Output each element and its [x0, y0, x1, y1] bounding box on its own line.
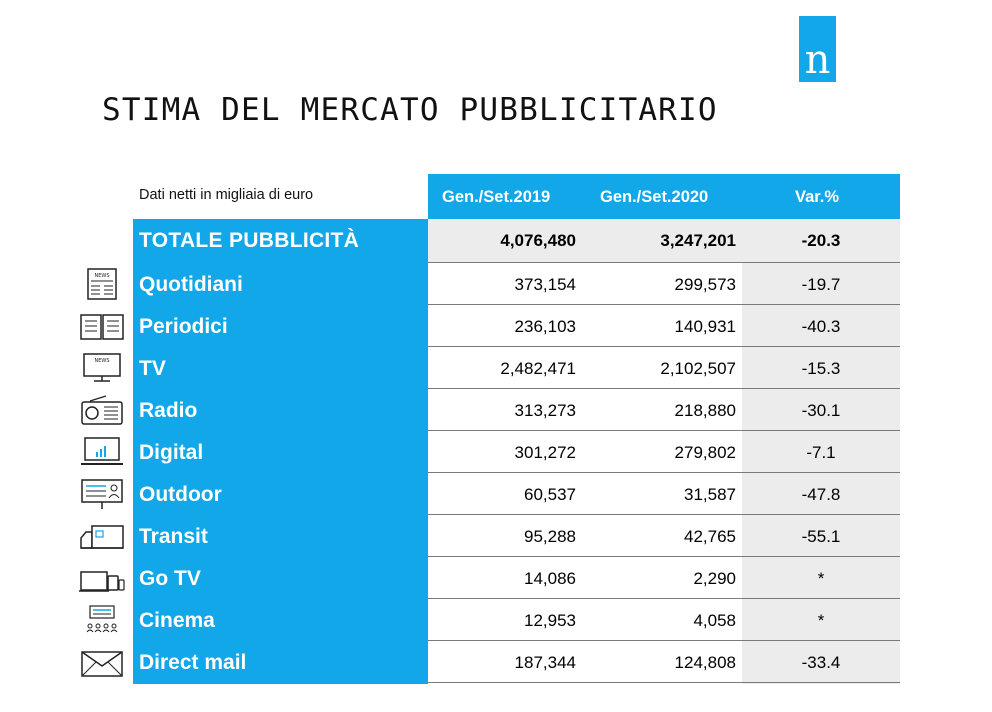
page-title: STIMA DEL MERCATO PUBBLICITARIO [102, 92, 718, 128]
table-row-radio: Radio 313,273 218,880 -30.1 [0, 389, 992, 432]
row-value-2020: 299,573 [674, 275, 736, 294]
row-variation: -7.1 [806, 443, 836, 462]
variation-cell-background [742, 431, 900, 474]
newspaper-icon: NEWS [78, 266, 126, 302]
variation-cell-background [742, 641, 900, 684]
row-value-2019: 95,288 [524, 527, 576, 546]
variation-cell-background [742, 557, 900, 600]
row-value-2019: 313,273 [514, 401, 576, 420]
row-variation: * [817, 611, 825, 630]
envelope-icon [78, 644, 126, 680]
table-row-go-tv: Go TV 14,086 2,290 * [0, 557, 992, 600]
variation-cell-background [742, 305, 900, 348]
icon-label: NEWS [94, 273, 109, 279]
total-variation: -20.3 [801, 231, 841, 250]
row-divider [428, 430, 900, 431]
row-value-2019: 373,154 [514, 275, 576, 294]
row-value-2020: 279,802 [674, 443, 736, 462]
row-divider [428, 472, 900, 473]
row-value-2020: 2,102,507 [660, 359, 736, 378]
label-column-background [133, 219, 428, 684]
table-row-periodici: Periodici 236,103 140,931 -40.3 [0, 305, 992, 348]
row-label: Direct mail [139, 651, 247, 674]
row-value-2019: 12,953 [524, 611, 576, 630]
row-value-2019: 14,086 [524, 569, 576, 588]
row-value-2020: 4,058 [693, 611, 736, 630]
row-divider [428, 304, 900, 305]
logo-letter: n [804, 37, 831, 83]
column-header-2020: Gen./Set.2020 [600, 188, 709, 206]
row-divider [428, 346, 900, 347]
row-label: Go TV [139, 567, 201, 590]
table-row-direct-mail: Direct mail 187,344 124,808 -33.4 [0, 641, 992, 684]
row-divider [428, 598, 900, 599]
row-value-2019: 187,344 [514, 653, 576, 672]
row-variation: * [817, 569, 825, 588]
variation-cell-background [742, 347, 900, 390]
row-value-2020: 42,765 [684, 527, 736, 546]
row-label: Periodici [139, 315, 228, 338]
row-divider [428, 262, 900, 263]
total-value-2019: 4,076,480 [500, 231, 576, 250]
variation-cell-background [742, 263, 900, 306]
row-label: Transit [139, 525, 208, 548]
truck-icon [78, 518, 126, 554]
row-variation: -47.8 [801, 485, 841, 504]
table-row-transit: Transit 95,288 42,765 -55.1 [0, 515, 992, 558]
table-row-outdoor: Outdoor 60,537 31,587 -47.8 [0, 473, 992, 516]
laptop-icon [78, 434, 126, 470]
row-divider [428, 682, 900, 683]
row-label: Digital [139, 441, 204, 464]
row-value-2019: 236,103 [514, 317, 576, 336]
row-value-2020: 218,880 [674, 401, 736, 420]
table-row-cinema: Cinema 12,953 4,058 * [0, 599, 992, 642]
variation-cell-background [742, 473, 900, 516]
column-header-2019: Gen./Set.2019 [442, 188, 551, 206]
icon-label: NEWS [94, 358, 109, 364]
total-row: TOTALE PUBBLICITÀ 4,076,480 3,247,201 -2… [0, 219, 992, 262]
row-variation: -15.3 [801, 359, 841, 378]
row-divider [428, 514, 900, 515]
row-label: Quotidiani [139, 273, 243, 296]
variation-cell-background [742, 515, 900, 558]
magazine-icon [78, 308, 126, 344]
total-row-background [428, 219, 900, 262]
row-value-2020: 124,808 [674, 653, 736, 672]
row-variation: -55.1 [801, 527, 841, 546]
row-variation: -19.7 [801, 275, 841, 294]
row-variation: -30.1 [801, 401, 841, 420]
row-value-2019: 60,537 [524, 485, 576, 504]
table-row-quotidiani: NEWS Quotidiani 373,154 299,573 -19.7 [0, 263, 992, 306]
table-subtitle: Dati netti in migliaia di euro [139, 187, 314, 203]
row-divider [428, 388, 900, 389]
row-label: Radio [139, 399, 198, 422]
row-value-2019: 2,482,471 [500, 359, 576, 378]
row-value-2020: 31,587 [684, 485, 736, 504]
row-label: Cinema [139, 609, 215, 632]
total-value-2020: 3,247,201 [660, 231, 736, 250]
row-variation: -40.3 [801, 317, 841, 336]
row-value-2019: 301,272 [514, 443, 576, 462]
devices-icon [78, 560, 126, 596]
row-value-2020: 2,290 [693, 569, 736, 588]
variation-cell-background [742, 599, 900, 642]
row-variation: -33.4 [801, 653, 841, 672]
nielsen-logo: n [799, 16, 836, 82]
row-label: TV [139, 357, 166, 380]
variation-cell-background [742, 389, 900, 432]
row-divider [428, 640, 900, 641]
total-label: TOTALE PUBBLICITÀ [139, 229, 360, 252]
table-row-digital: Digital 301,272 279,802 -7.1 [0, 431, 992, 474]
row-label: Outdoor [139, 483, 222, 506]
tv-icon: NEWS [78, 350, 126, 386]
radio-icon [78, 392, 126, 428]
row-value-2020: 140,931 [674, 317, 736, 336]
table-header: Gen./Set.2019 Gen./Set.2020 Var.% [428, 174, 900, 219]
column-header-variation: Var.% [795, 188, 840, 206]
billboard-icon [78, 476, 126, 512]
row-divider [428, 556, 900, 557]
cinema-icon [78, 602, 126, 638]
table-row-tv: NEWS TV 2,482,471 2,102,507 -15.3 [0, 347, 992, 390]
